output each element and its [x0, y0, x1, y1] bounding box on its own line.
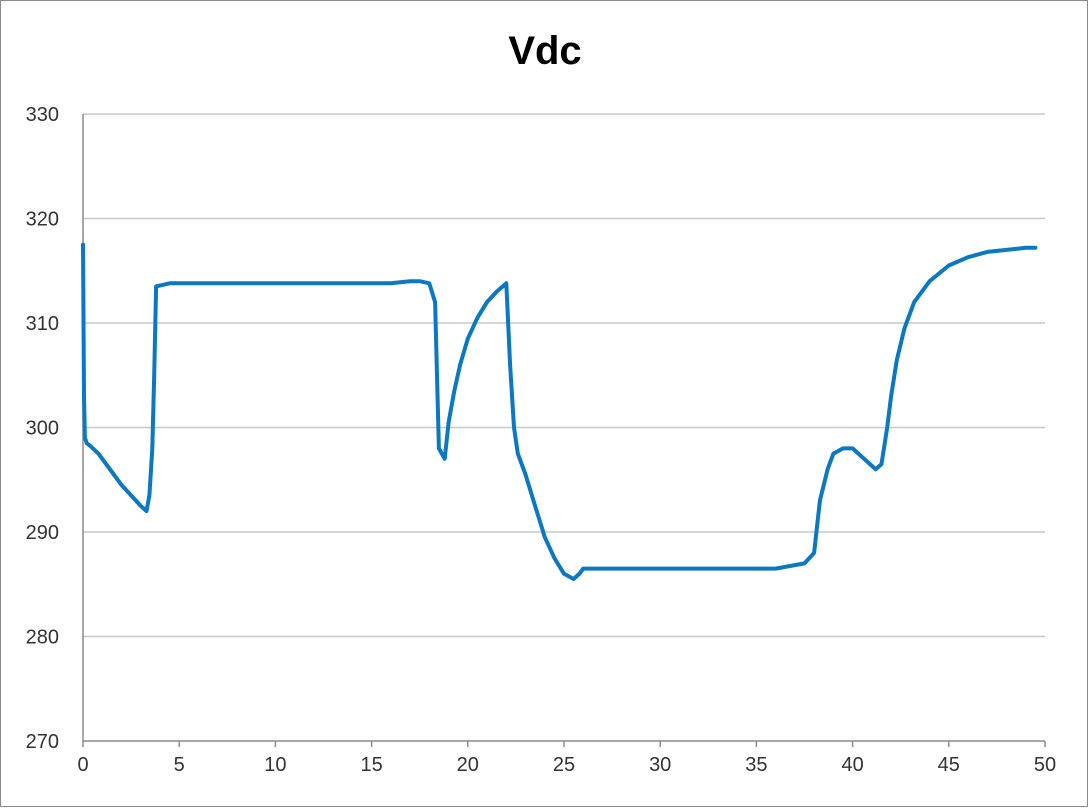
series-line-0 — [81, 242, 1038, 581]
x-tick-label: 0 — [77, 754, 88, 776]
x-tick-label: 5 — [174, 754, 185, 776]
x-tick-label: 20 — [457, 754, 479, 776]
x-tick-label: 30 — [649, 754, 671, 776]
y-tick-label: 290 — [26, 522, 59, 544]
y-tick-label: 320 — [26, 209, 59, 231]
y-tick-label: 270 — [26, 731, 59, 753]
x-tick-label: 25 — [553, 754, 575, 776]
y-tick-label: 310 — [26, 313, 59, 335]
y-tick-label: 300 — [26, 418, 59, 440]
x-tick-label: 10 — [264, 754, 286, 776]
y-tick-label: 280 — [26, 627, 59, 649]
x-tick-label: 45 — [938, 754, 960, 776]
x-tick-label: 40 — [841, 754, 863, 776]
chart-title: Vdc — [508, 29, 582, 73]
x-tick-label: 35 — [745, 754, 767, 776]
y-tick-label: 330 — [26, 104, 59, 126]
x-tick-label: 15 — [360, 754, 382, 776]
x-tick-label: 50 — [1034, 754, 1056, 776]
